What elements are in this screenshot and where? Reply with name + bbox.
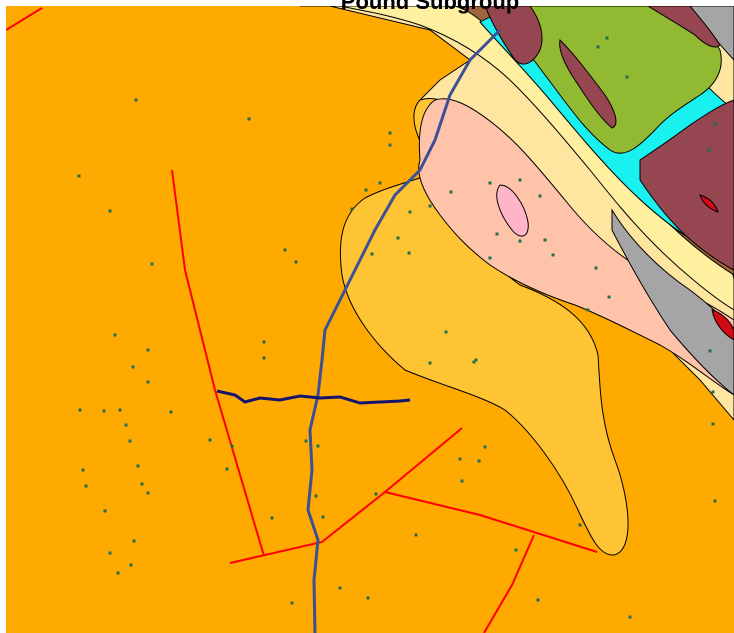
cross-section-line	[216, 389, 411, 405]
sample-point	[460, 479, 464, 483]
maroon-map-unit-north	[647, 6, 721, 48]
sample-point	[472, 360, 476, 364]
sample-point	[108, 551, 112, 555]
sample-point	[77, 174, 81, 178]
sample-point	[388, 143, 392, 147]
sample-point	[713, 122, 717, 126]
sample-point	[136, 464, 140, 468]
sample-point	[225, 467, 229, 471]
sample-point	[428, 204, 432, 208]
sample-point	[444, 330, 448, 334]
sample-point	[247, 117, 251, 121]
sample-point	[708, 349, 712, 353]
sample-point	[103, 509, 107, 513]
sample-point	[628, 615, 632, 619]
sample-point	[414, 533, 418, 537]
sample-point	[711, 422, 715, 426]
sample-point	[370, 252, 374, 256]
sample-point	[338, 586, 342, 590]
red-map-unit	[699, 194, 719, 213]
salmon-map-unit	[418, 98, 734, 396]
sample-point	[316, 444, 320, 448]
sample-point	[230, 444, 234, 448]
sample-point	[78, 408, 82, 412]
sample-point	[84, 484, 88, 488]
sample-point	[625, 75, 629, 79]
sample-point	[350, 207, 354, 211]
maroon-map-unit-strip	[559, 38, 617, 129]
sample-point	[707, 148, 711, 152]
sample-point	[304, 439, 308, 443]
sample-point	[128, 439, 132, 443]
sample-point	[474, 358, 478, 362]
sample-point	[283, 248, 287, 252]
sample-point	[607, 295, 611, 299]
sample-point	[140, 482, 144, 486]
sample-point	[488, 256, 492, 260]
sample-point	[594, 266, 598, 270]
sample-point	[408, 210, 412, 214]
sample-point	[294, 260, 298, 264]
sample-point	[132, 539, 136, 543]
sample-point	[113, 333, 117, 337]
sample-point	[596, 45, 600, 49]
fault-lines	[6, 7, 598, 633]
sample-point	[290, 601, 294, 605]
sample-point	[169, 410, 173, 414]
sample-point	[586, 308, 590, 312]
sample-point	[374, 492, 378, 496]
sample-point	[518, 178, 522, 182]
sample-point	[713, 499, 717, 503]
sample-point	[262, 356, 266, 360]
sample-point	[366, 596, 370, 600]
sample-point	[428, 361, 432, 365]
sample-point	[551, 253, 555, 257]
sample-point	[378, 181, 382, 185]
sample-point	[146, 491, 150, 495]
sample-points	[77, 36, 717, 619]
sample-point	[102, 409, 106, 413]
maroon-map-unit	[484, 6, 543, 65]
sample-point	[108, 209, 112, 213]
sample-point	[116, 571, 120, 575]
sample-point	[146, 380, 150, 384]
sample-point	[314, 494, 318, 498]
sample-point	[578, 523, 582, 527]
stream-line	[306, 28, 502, 633]
sample-point	[134, 98, 138, 102]
sample-point	[407, 251, 411, 255]
sample-point	[518, 239, 522, 243]
sample-point	[208, 438, 212, 442]
sample-point	[129, 563, 133, 567]
sample-point	[81, 468, 85, 472]
sample-point	[477, 459, 481, 463]
sample-point	[514, 548, 518, 552]
sample-point	[124, 423, 128, 427]
sample-point	[321, 515, 325, 519]
sample-point	[605, 36, 609, 40]
sample-point	[536, 598, 540, 602]
sample-point	[458, 457, 462, 461]
sample-point	[388, 131, 392, 135]
sample-point	[483, 445, 487, 449]
sample-point	[131, 365, 135, 369]
sample-point	[711, 390, 715, 394]
sample-point	[262, 340, 266, 344]
sample-point	[495, 232, 499, 236]
sample-point	[543, 238, 547, 242]
sample-point	[449, 190, 453, 194]
sample-point	[118, 408, 122, 412]
sample-point	[150, 262, 154, 266]
sample-point	[146, 348, 150, 352]
sample-point	[364, 188, 368, 192]
red-map-unit-south	[711, 309, 734, 341]
sample-point	[538, 194, 542, 198]
sample-point	[488, 181, 492, 185]
sample-point	[270, 516, 274, 520]
pink-map-unit	[496, 184, 529, 237]
sample-point	[396, 236, 400, 240]
